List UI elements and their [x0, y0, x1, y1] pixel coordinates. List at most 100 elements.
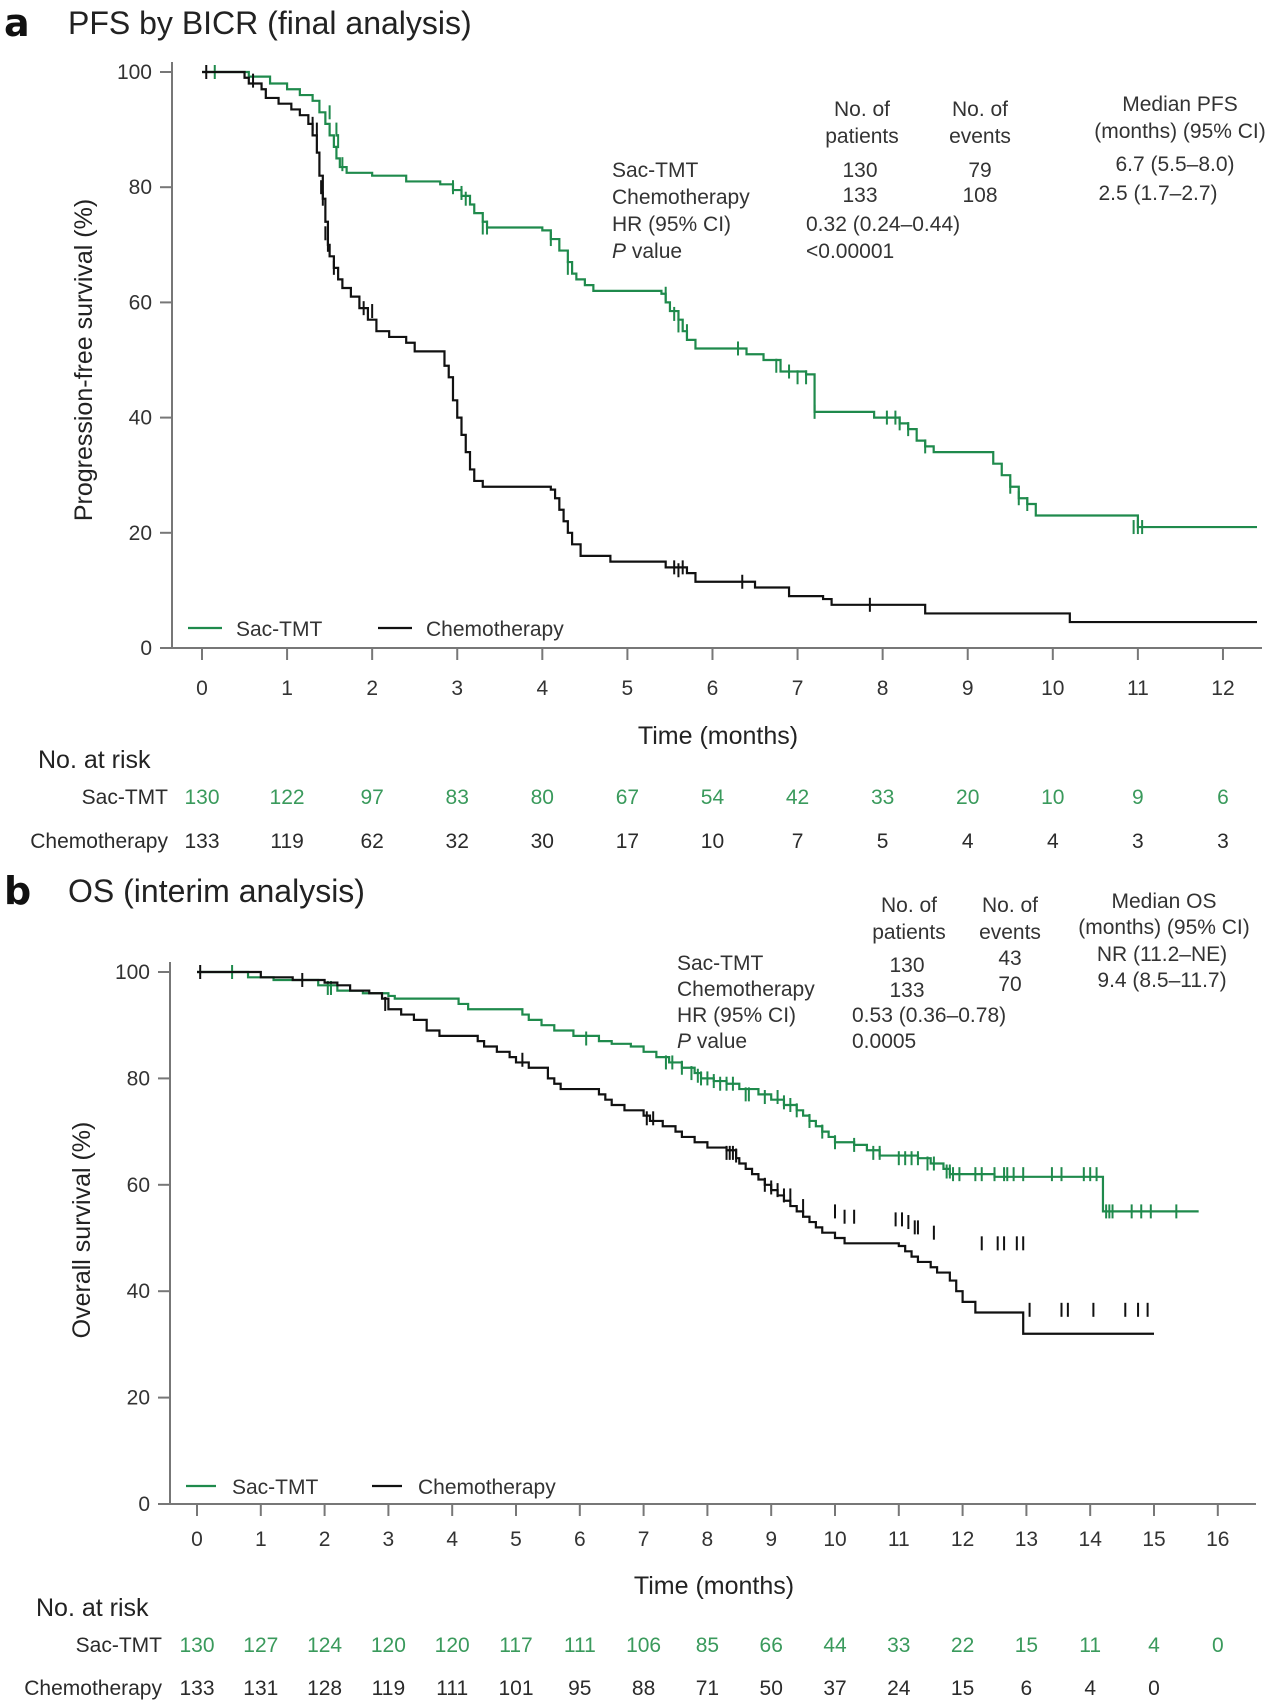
- risk-value: 66: [760, 1634, 783, 1657]
- risk-value: 120: [371, 1634, 406, 1657]
- stats-hr-label: HR (95% CI): [612, 213, 731, 236]
- risk-value: 6: [1021, 1677, 1033, 1700]
- x-axis-title: Time (months): [634, 1572, 794, 1600]
- stats-row-label: Sac-TMT: [612, 159, 699, 182]
- risk-value: 101: [498, 1677, 533, 1700]
- risk-row-label-sac-tmt: Sac-TMT: [76, 1634, 163, 1657]
- stats-hr-value: 0.32 (0.24–0.44): [806, 213, 960, 236]
- stats-row-events: 43: [998, 947, 1021, 970]
- y-tick-label: 60: [129, 291, 152, 314]
- risk-value: 5: [877, 830, 889, 853]
- risk-value: 3: [1132, 830, 1144, 853]
- stats-header-patients-line1: No. of: [834, 98, 890, 121]
- x-tick-label: 1: [281, 677, 293, 700]
- risk-row-label-chemotherapy: Chemotherapy: [30, 830, 168, 853]
- y-tick-label: 80: [127, 1067, 150, 1090]
- risk-value: 71: [696, 1677, 719, 1700]
- stats-row-median: 9.4 (8.5–11.7): [1097, 969, 1226, 992]
- risk-value: 95: [568, 1677, 591, 1700]
- risk-value: 42: [786, 786, 809, 809]
- x-tick-label: 9: [765, 1528, 777, 1551]
- x-tick-label: 4: [446, 1528, 458, 1551]
- risk-value: 4: [1148, 1634, 1160, 1657]
- stats-row-median: 6.7 (5.5–8.0): [1115, 153, 1234, 176]
- x-tick-label: 8: [877, 677, 889, 700]
- x-tick-label: 11: [1127, 677, 1149, 700]
- stats-header-events-line1: No. of: [982, 894, 1038, 917]
- panel-b-curves: [197, 965, 1199, 1335]
- risk-value: 106: [626, 1634, 661, 1657]
- risk-value: 44: [823, 1634, 847, 1657]
- risk-value: 127: [243, 1634, 278, 1657]
- risk-value: 33: [871, 786, 894, 809]
- risk-value: 62: [360, 830, 383, 853]
- stats-header-median-line1: Median OS: [1111, 890, 1216, 913]
- risk-value: 50: [760, 1677, 783, 1700]
- risk-row-label-sac-tmt: Sac-TMT: [82, 786, 169, 809]
- stats-header-patients-line2: patients: [825, 125, 899, 148]
- panel-b-stats-table: No. of patients No. of events Median OS …: [677, 890, 1250, 1053]
- x-tick-label: 2: [319, 1528, 331, 1551]
- risk-value: 22: [951, 1634, 974, 1657]
- x-tick-label: 0: [196, 677, 208, 700]
- km-curve-sac-tmt: [202, 70, 1257, 529]
- x-tick-label: 7: [792, 677, 804, 700]
- y-axis-title: Progression-free survival (%): [70, 199, 98, 521]
- risk-value: 3: [1217, 830, 1229, 853]
- stats-row-events: 79: [968, 159, 991, 182]
- x-tick-label: 0: [191, 1528, 203, 1551]
- legend-label-sac-tmt: Sac-TMT: [232, 1476, 319, 1499]
- stats-header-events-line1: No. of: [952, 98, 1008, 121]
- panel-b-os-chart: b OS (interim analysis) No. of patients …: [4, 869, 1256, 1700]
- p-italic: P: [677, 1030, 691, 1053]
- stats-header-median-line2: (months) (95% CI): [1078, 916, 1250, 939]
- risk-table-title: No. at risk: [38, 746, 151, 774]
- panel-letter-a: a: [4, 1, 30, 45]
- risk-value: 15: [1015, 1634, 1038, 1657]
- stats-row-median: 2.5 (1.7–2.7): [1098, 182, 1217, 205]
- risk-value: 4: [962, 830, 974, 853]
- stats-header-median-line2: (months) (95% CI): [1094, 120, 1266, 143]
- panel-a-legend: Sac-TMT Chemotherapy: [188, 618, 564, 641]
- panel-b-title: OS (interim analysis): [68, 873, 365, 909]
- y-tick-label: 20: [129, 522, 152, 545]
- x-tick-label: 8: [702, 1528, 714, 1551]
- risk-value: 0: [1148, 1677, 1160, 1700]
- risk-value: 111: [436, 1677, 468, 1700]
- risk-value: 130: [179, 1634, 214, 1657]
- risk-value: 128: [307, 1677, 342, 1700]
- stats-row-patients: 130: [842, 159, 877, 182]
- risk-value: 133: [179, 1677, 214, 1700]
- stats-row-label: Sac-TMT: [677, 952, 764, 975]
- stats-row-events: 70: [998, 973, 1021, 996]
- stats-p-label: P value: [677, 1030, 747, 1053]
- x-tick-label: 5: [622, 677, 634, 700]
- stats-p-value: 0.0005: [852, 1030, 916, 1053]
- panel-a-title: PFS by BICR (final analysis): [68, 5, 472, 41]
- x-tick-label: 12: [951, 1528, 974, 1551]
- risk-value: 85: [696, 1634, 719, 1657]
- risk-value: 131: [243, 1677, 278, 1700]
- risk-table-title: No. at risk: [36, 1594, 149, 1622]
- y-tick-label: 60: [127, 1174, 150, 1197]
- stats-row-patients: 130: [889, 954, 924, 977]
- risk-value: 122: [270, 786, 305, 809]
- risk-value: 117: [499, 1634, 532, 1657]
- p-italic: P: [612, 240, 626, 263]
- x-tick-label: 10: [823, 1528, 846, 1551]
- y-tick-label: 0: [138, 1493, 150, 1516]
- y-tick-label: 40: [127, 1280, 150, 1303]
- stats-row-median: NR (11.2–NE): [1097, 943, 1227, 966]
- legend-label-chemotherapy: Chemotherapy: [426, 618, 564, 641]
- x-tick-label: 3: [383, 1528, 395, 1551]
- stats-header-patients-line2: patients: [872, 921, 946, 944]
- risk-value: 33: [887, 1634, 910, 1657]
- risk-value: 120: [435, 1634, 470, 1657]
- y-tick-label: 100: [117, 61, 152, 84]
- risk-value: 15: [951, 1677, 974, 1700]
- stats-hr-label: HR (95% CI): [677, 1004, 796, 1027]
- stats-row-patients: 133: [889, 979, 924, 1002]
- y-tick-label: 20: [127, 1387, 150, 1410]
- stats-header-events-line2: events: [949, 125, 1011, 148]
